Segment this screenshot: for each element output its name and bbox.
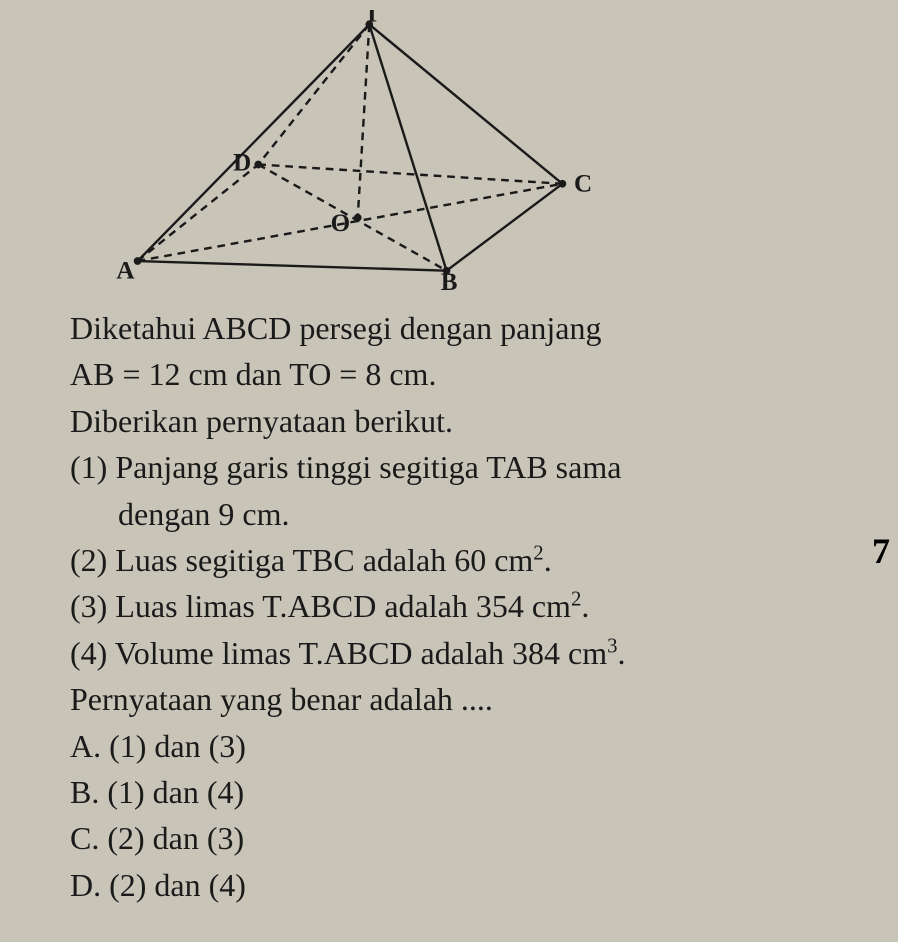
statement-2-sup: 2 bbox=[533, 541, 543, 564]
statement-3: (3) Luas limas T.ABCD adalah 354 cm2. bbox=[50, 583, 868, 629]
statement-3-text: (3) Luas limas T.ABCD adalah 354 cm bbox=[70, 588, 571, 624]
svg-text:D: D bbox=[233, 149, 251, 176]
pyramid-diagram: T A B C D O bbox=[90, 10, 610, 290]
statement-4: (4) Volume limas T.ABCD adalah 384 cm3. bbox=[50, 630, 868, 676]
svg-text:O: O bbox=[331, 210, 351, 237]
option-a: A. (1) dan (3) bbox=[50, 723, 868, 769]
given-line-1: Diketahui ABCD persegi dengan panjang bbox=[50, 305, 868, 351]
statement-4-end: . bbox=[618, 635, 626, 671]
option-c: C. (2) dan (3) bbox=[50, 815, 868, 861]
statement-4-text: (4) Volume limas T.ABCD adalah 384 cm bbox=[70, 635, 607, 671]
statement-4-sup: 3 bbox=[607, 634, 617, 657]
option-d: D. (2) dan (4) bbox=[50, 862, 868, 908]
statement-1a: (1) Panjang garis tinggi segitiga TAB sa… bbox=[50, 444, 868, 490]
statement-1b: dengan 9 cm. bbox=[50, 491, 868, 537]
svg-text:A: A bbox=[116, 257, 134, 284]
given-line-2: AB = 12 cm dan TO = 8 cm. bbox=[50, 351, 868, 397]
question-line: Pernyataan yang benar adalah .... bbox=[50, 676, 868, 722]
statement-3-sup: 2 bbox=[571, 588, 581, 611]
svg-text:T: T bbox=[364, 10, 381, 28]
svg-text:B: B bbox=[441, 269, 458, 290]
statement-2-text: (2) Luas segitiga TBC adalah 60 cm bbox=[70, 542, 533, 578]
given-line-3: Diberikan pernyataan berikut. bbox=[50, 398, 868, 444]
statement-3-end: . bbox=[581, 588, 589, 624]
svg-text:C: C bbox=[574, 171, 592, 198]
option-b: B. (1) dan (4) bbox=[50, 769, 868, 815]
statement-2-end: . bbox=[544, 542, 552, 578]
page-side-mark: 7 bbox=[872, 530, 890, 572]
problem-body: Diketahui ABCD persegi dengan panjang AB… bbox=[50, 305, 868, 908]
statement-2: (2) Luas segitiga TBC adalah 60 cm2. bbox=[50, 537, 868, 583]
